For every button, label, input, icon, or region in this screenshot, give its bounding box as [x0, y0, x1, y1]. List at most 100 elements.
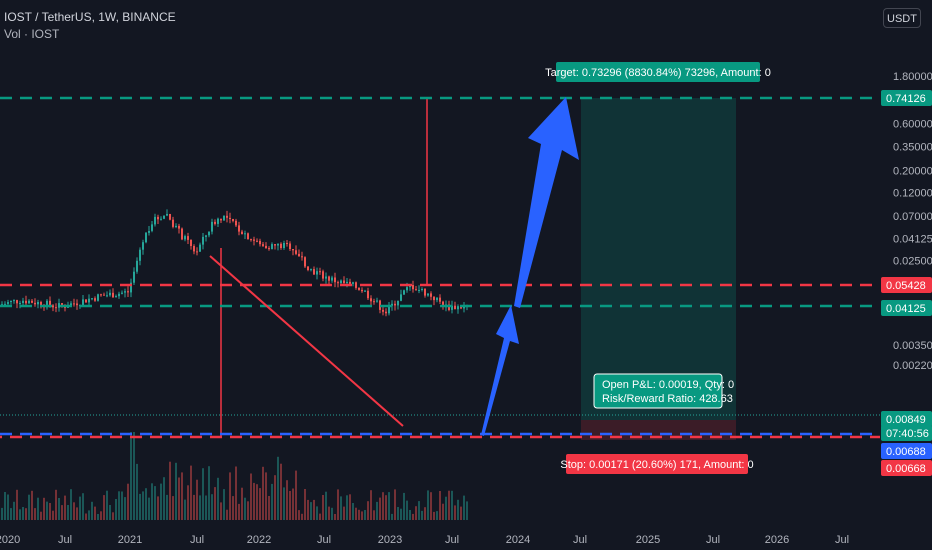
volume-bar: [382, 492, 384, 520]
candle-body: [148, 231, 150, 233]
currency-button[interactable]: USDT: [883, 8, 921, 28]
volume-bar: [424, 507, 426, 520]
candle-body: [196, 251, 198, 253]
candle-body: [370, 298, 372, 302]
candle-body: [58, 303, 60, 308]
volume-bar: [1, 507, 3, 520]
candle-body: [112, 292, 114, 298]
candle-body: [7, 302, 9, 304]
volume-bar: [103, 495, 105, 520]
candle-body: [55, 307, 57, 309]
volume-bar: [298, 510, 300, 520]
candle-body: [307, 266, 309, 270]
candle-body: [139, 249, 141, 261]
volume-bar: [277, 456, 279, 520]
candle-body: [403, 290, 405, 295]
stop-label: Stop: 0.00171 (20.60%) 171, Amount: 0: [560, 454, 754, 474]
candle-body: [388, 305, 390, 314]
candle-body: [34, 302, 36, 305]
pnl-label-line-2: Risk/Reward Ratio: 428.63: [602, 393, 733, 405]
candle-body: [418, 290, 420, 291]
volume-bar: [358, 509, 360, 520]
y-tick-label: 0.00220: [893, 360, 932, 372]
volume-bar: [133, 432, 135, 520]
candle-body: [4, 303, 6, 305]
volume-bar: [271, 483, 273, 520]
volume-bar: [61, 505, 63, 520]
volume-bar: [106, 490, 108, 520]
candle-body: [205, 235, 207, 237]
volume-bar: [181, 472, 183, 520]
volume-bar: [343, 506, 345, 520]
candle-body: [19, 303, 21, 304]
volume-bar: [280, 463, 282, 520]
candle-body: [145, 232, 147, 243]
candle-body: [154, 216, 156, 225]
y-tick-label: 0.35000: [893, 142, 932, 154]
candle-body: [151, 224, 153, 231]
volume-bar: [37, 497, 39, 520]
descending-trendline: [209, 255, 404, 427]
volume-bar: [451, 490, 453, 520]
volume-bar: [427, 490, 429, 520]
candle-body: [382, 309, 384, 312]
volume-bar: [295, 470, 297, 520]
candle-body: [130, 282, 132, 293]
candle-body: [85, 299, 87, 303]
volume-bar: [394, 489, 396, 520]
candle-body: [334, 277, 336, 283]
candle-body: [262, 244, 264, 246]
candle-body: [343, 280, 345, 283]
volume-bar: [379, 497, 381, 520]
candle-body: [232, 219, 234, 221]
volume-bar: [169, 461, 171, 520]
volume-bar: [97, 514, 99, 520]
volume-bar: [163, 477, 165, 520]
candle-body: [73, 303, 75, 305]
time-axis[interactable]: 2020 Jul 2021 Jul 2022 Jul 2023 Jul 2024 Jul 2025 J…: [0, 528, 932, 550]
volume-bar: [265, 472, 267, 520]
volume-bar: [466, 501, 468, 520]
volume-bar: [241, 487, 243, 520]
candle-body: [295, 250, 297, 254]
volume-bar: [142, 491, 144, 520]
candle-body: [229, 217, 231, 219]
candle-body: [247, 233, 249, 240]
volume-bar: [202, 468, 204, 520]
price-badge-bg: [881, 300, 932, 316]
candle-body: [352, 282, 354, 284]
volume-bar: [316, 506, 318, 520]
volume-bar: [127, 483, 129, 520]
volume-bar: [445, 496, 447, 520]
candle-body: [46, 300, 48, 308]
candle-body: [184, 236, 186, 240]
volume-bar: [82, 493, 84, 520]
volume-bar: [415, 506, 417, 520]
volume-bar: [391, 513, 393, 520]
volume-bar: [184, 499, 186, 520]
candle-body: [430, 293, 432, 297]
candle-body: [433, 296, 435, 301]
price-badges: 0.74126 0.05428 0.04125 0.00849 07:40:56 0.00…: [881, 90, 932, 476]
candle-body: [175, 225, 177, 227]
price-badge-bg: [881, 425, 932, 441]
projection-arrow-1: [481, 305, 519, 436]
volume-bar: [190, 465, 192, 520]
volume-bar: [79, 496, 81, 520]
volume-bar: [457, 499, 459, 520]
price-badge: 0.04125: [886, 303, 926, 315]
candle-body: [226, 215, 228, 218]
candle-body: [238, 225, 240, 232]
volume-bar: [352, 503, 354, 520]
candle-body: [283, 243, 285, 248]
volume-bar: [220, 502, 222, 520]
volume-bar: [346, 495, 348, 520]
volume-bar: [364, 510, 366, 520]
projection-arrow-2: [514, 97, 579, 308]
volume-bar: [211, 494, 213, 520]
volume-bar: [439, 491, 441, 520]
x-tick-label: 2021: [118, 534, 142, 546]
candle-body: [202, 236, 204, 245]
candle-body: [109, 292, 111, 296]
